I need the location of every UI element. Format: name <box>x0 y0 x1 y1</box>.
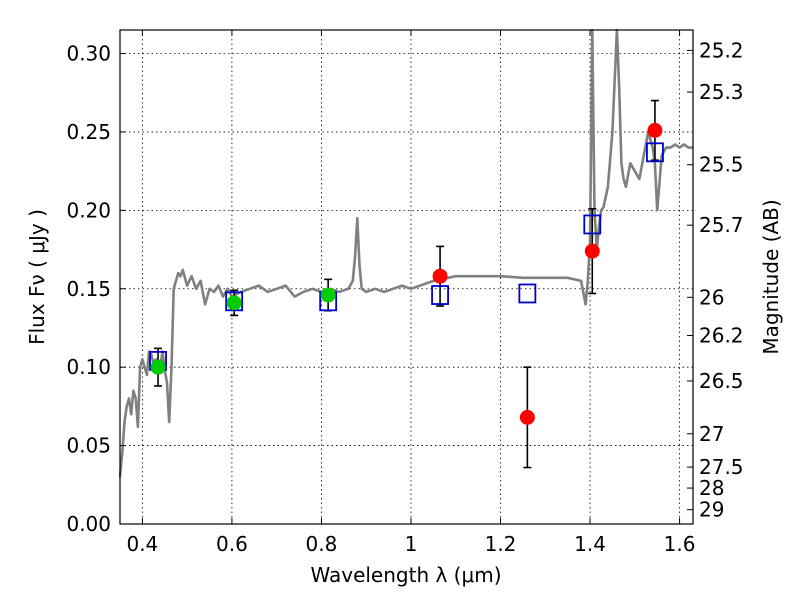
red-point <box>647 122 663 138</box>
y-tick-label: 0.20 <box>66 198 111 222</box>
spectrum-layer <box>118 28 693 478</box>
y-tick-label: 0.10 <box>66 355 111 379</box>
right-tick-label: 27 <box>699 422 724 446</box>
x-axis-label: Wavelength λ (μm) <box>310 563 501 587</box>
right-tick-label: 25.3 <box>699 80 744 104</box>
y-tick-label: 0.25 <box>66 120 111 144</box>
tick-layer <box>120 30 693 525</box>
green-point <box>150 359 166 375</box>
y-axis-label: Flux Fν ( μJy ) <box>25 209 49 345</box>
axis-tick-labels: 0.4 0.6 0.8 1 1.2 1.4 1.6 0.00 0.05 0.10 0.15 0.20 0… <box>66 38 743 556</box>
right-tick-label: 26.5 <box>699 369 744 393</box>
x-tick-label: 0.6 <box>216 532 248 556</box>
spectrum-line <box>118 28 693 478</box>
y-tick-label: 0.00 <box>66 512 111 536</box>
right-tick-label: 26.2 <box>699 323 744 347</box>
y-tick-label: 0.05 <box>66 434 111 458</box>
right-axis-label: Magnitude (AB) <box>759 199 783 354</box>
red-point <box>584 243 600 259</box>
model-square <box>431 285 449 305</box>
x-tick-label: 0.4 <box>126 532 158 556</box>
x-tick-label: 1.4 <box>574 532 606 556</box>
right-tick-label: 29 <box>699 498 724 522</box>
right-tick-label: 25.2 <box>699 38 744 62</box>
red-point <box>432 268 448 284</box>
x-tick-label: 1 <box>405 532 418 556</box>
points-layer <box>149 99 664 469</box>
right-tick-label: 27.5 <box>699 455 744 479</box>
y-tick-label: 0.30 <box>66 42 111 66</box>
right-tick-label: 25.5 <box>699 153 744 177</box>
green-point <box>320 287 336 303</box>
y-tick-label: 0.15 <box>66 277 111 301</box>
right-tick-label: 28 <box>699 476 724 500</box>
green-point <box>226 295 242 311</box>
red-point <box>519 409 535 425</box>
grid <box>120 30 693 525</box>
plot-frame <box>119 29 694 525</box>
model-square <box>518 283 537 304</box>
model-square <box>583 214 602 235</box>
right-tick-label: 26 <box>699 285 724 309</box>
x-tick-label: 1.6 <box>664 532 696 556</box>
x-tick-label: 1.2 <box>485 532 517 556</box>
x-tick-label: 0.8 <box>306 532 338 556</box>
model-square <box>646 142 664 163</box>
right-tick-label: 25.7 <box>699 213 744 237</box>
